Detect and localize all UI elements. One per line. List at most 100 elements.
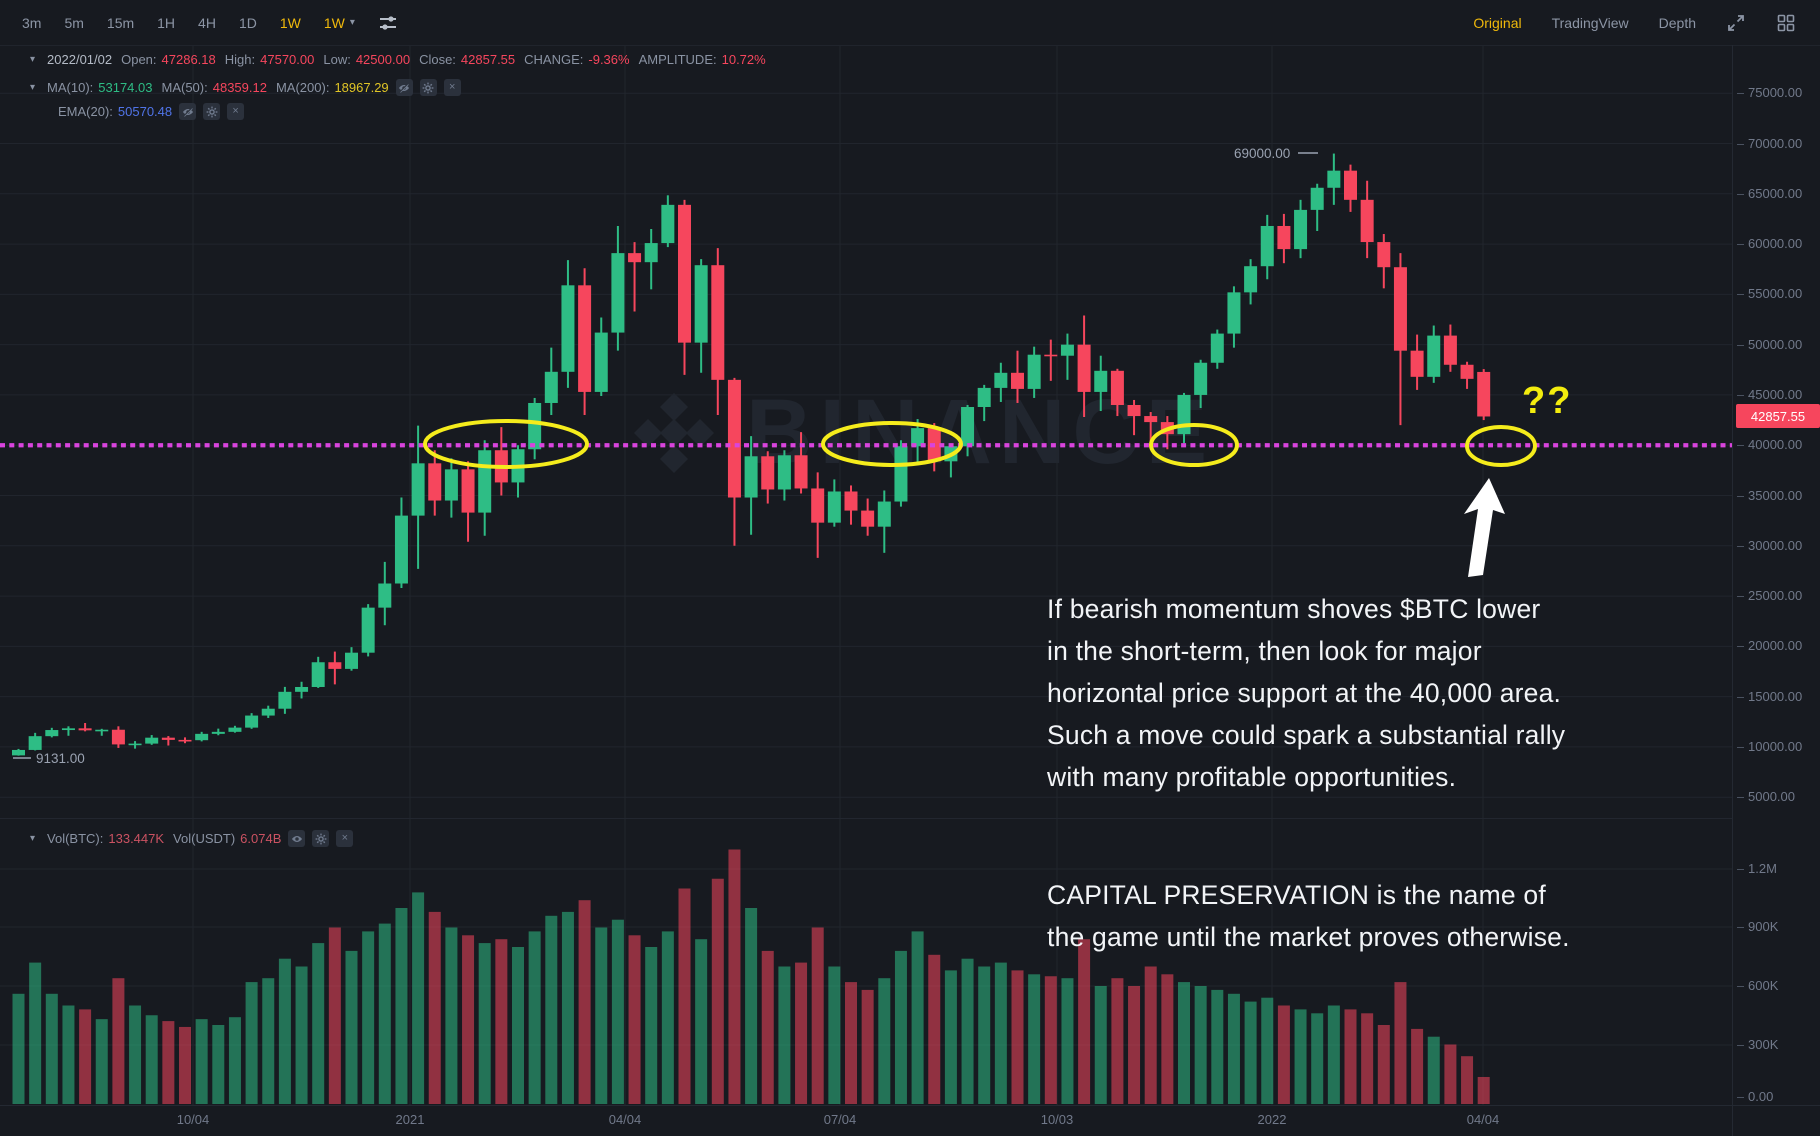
candle-body: [528, 402, 542, 450]
volume-bar: [994, 962, 1007, 1104]
volume-bar: [328, 927, 341, 1104]
tab-original[interactable]: Original: [1473, 14, 1522, 31]
candle-body: [561, 285, 575, 372]
volume-bar: [45, 993, 58, 1104]
fullscreen-icon[interactable]: [1726, 13, 1746, 33]
collapse-ma-icon[interactable]: ▾: [30, 82, 36, 93]
timeframe-15m[interactable]: 15m: [106, 14, 135, 31]
ma50-value: 48359.12: [212, 80, 267, 95]
timeframe-1d[interactable]: 1D: [238, 14, 257, 31]
volume-tick: 0.00: [1736, 1089, 1774, 1104]
candle-body: [594, 332, 608, 392]
ema-settings-icon[interactable]: [203, 103, 221, 120]
chart-price-labels: 69000.00 9131.00: [13, 146, 1318, 766]
volume-bar: [1361, 1013, 1374, 1104]
candle-body: [744, 456, 758, 498]
candle-body: [1294, 209, 1308, 250]
candle-body: [1027, 354, 1041, 389]
volume-bar: [894, 950, 907, 1104]
ath-price-label: 69000.00: [1234, 146, 1290, 161]
ma-close-icon[interactable]: ×: [443, 79, 461, 96]
candle-body: [1011, 372, 1024, 389]
volume-bar: [561, 911, 574, 1104]
ma10-label: MA(10):: [47, 80, 94, 95]
volume-bar: [29, 962, 42, 1104]
timeframe-5m[interactable]: 5m: [64, 14, 84, 31]
collapse-volume-icon[interactable]: ▾: [30, 833, 36, 844]
last-price-badge: 42857.55: [1736, 404, 1820, 428]
volume-bar: [695, 939, 708, 1104]
up-arrow-annotation: [1464, 478, 1505, 577]
grid-layout-icon[interactable]: [1776, 13, 1796, 33]
price-tick: 30000.00: [1736, 537, 1803, 553]
volume-close-icon[interactable]: ×: [336, 830, 354, 847]
volume-bar: [1128, 986, 1141, 1104]
price-tick: 70000.00: [1736, 135, 1803, 151]
candle-body: [1260, 225, 1274, 267]
volume-bar: [1194, 986, 1207, 1104]
ma200-value: 18967.29: [334, 80, 389, 95]
price-tick: 55000.00: [1736, 286, 1803, 302]
ma-hide-icon[interactable]: [395, 79, 413, 96]
volume-bar: [861, 989, 874, 1104]
candle-body: [1344, 170, 1357, 200]
volume-bar: [228, 1017, 241, 1104]
timeframe-1h[interactable]: 1H: [157, 14, 176, 31]
candle-body: [394, 515, 408, 584]
candle-body: [228, 727, 242, 732]
tab-depth[interactable]: Depth: [1658, 14, 1696, 31]
collapse-ohlc-icon[interactable]: ▾: [30, 54, 36, 65]
candle-body: [1393, 267, 1407, 351]
volume-bar: [95, 1019, 108, 1104]
timeframe-dropdown[interactable]: 1W ▾: [324, 15, 355, 31]
volume-bar: [1261, 997, 1274, 1104]
volume-bar: [928, 954, 941, 1104]
candle-body: [378, 583, 392, 608]
ohlc-legend-row: ▾ 2022/01/02 Open: 47286.18 High: 47570.…: [30, 52, 766, 67]
high-value: 47570.00: [260, 52, 315, 67]
volume-bar: [1444, 1044, 1457, 1104]
candle-body: [361, 607, 375, 653]
candle-body: [245, 715, 259, 728]
pane-divider[interactable]: [0, 818, 1732, 819]
change-label: CHANGE:: [524, 52, 584, 67]
ema-close-icon[interactable]: ×: [227, 103, 245, 120]
ma-settings-icon[interactable]: [419, 79, 437, 96]
volume-show-icon[interactable]: [288, 830, 306, 847]
volume-tick: 300K: [1736, 1037, 1779, 1052]
candle-body: [45, 730, 59, 737]
candle-body: [1094, 370, 1108, 392]
tab-tradingview[interactable]: TradingView: [1551, 14, 1629, 31]
vol-usdt-label: Vol(USDT): [173, 831, 236, 846]
candle-body: [1244, 266, 1258, 293]
volume-bar: [528, 931, 541, 1104]
ma-legend-row: ▾ MA(10): 53174.03 MA(50): 48359.12 MA(2…: [30, 79, 461, 96]
volume-bar: [1311, 1013, 1324, 1104]
watermark-text: BINANCE: [746, 381, 1215, 483]
low-label: Low:: [323, 52, 351, 67]
volume-tick: 1.2M: [1737, 861, 1777, 876]
vol-usdt-value: 6.074B: [240, 831, 282, 846]
timeframe-4h[interactable]: 4H: [198, 14, 216, 31]
indicator-settings-icon[interactable]: [378, 13, 398, 33]
candle-body: [578, 285, 592, 392]
timeframe-3m[interactable]: 3m: [22, 14, 42, 31]
candle-body: [611, 253, 625, 333]
volume-settings-icon[interactable]: [312, 830, 330, 847]
ema20-value: 50570.48: [117, 104, 173, 119]
volume-bar: [1011, 970, 1024, 1104]
volume-bar: [345, 950, 358, 1104]
volume-bar: [595, 927, 608, 1104]
candle-body: [295, 686, 309, 692]
candle-body: [261, 708, 275, 716]
volume-bar: [428, 911, 441, 1104]
volume-bar: [1227, 993, 1240, 1104]
candle-body: [1410, 350, 1424, 377]
volume-bar: [678, 888, 691, 1104]
volume-bar: [1327, 1005, 1340, 1104]
ema-hide-icon[interactable]: [179, 103, 197, 120]
timeframe-1w-active[interactable]: 1W: [279, 14, 301, 31]
candle-body: [844, 491, 858, 511]
volume-bar: [1344, 1009, 1357, 1104]
